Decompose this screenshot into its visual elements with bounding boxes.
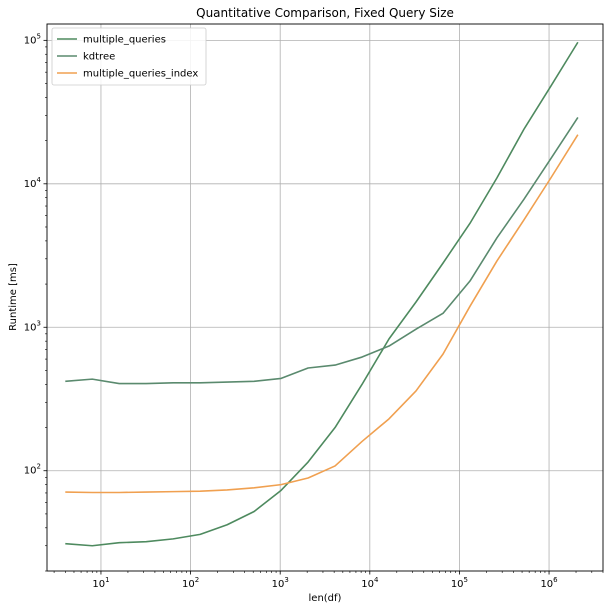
series-line-multiple-queries-index: [65, 134, 579, 494]
x-tick-label: 104: [361, 576, 379, 590]
series-line-kdtree: [65, 117, 579, 385]
series-line-multiple-queries: [65, 41, 579, 547]
y-tick-label: 103: [24, 319, 41, 333]
y-tick-label: 104: [24, 176, 42, 190]
x-tick-label: 102: [182, 576, 199, 590]
x-tick-label: 103: [272, 576, 289, 590]
series-lines: [65, 41, 579, 547]
legend-box: [51, 27, 207, 86]
grid-lines: [47, 24, 603, 571]
y-tick-label: 102: [24, 463, 41, 477]
x-tick-label: 105: [451, 576, 468, 590]
legend-label: multiple_queries_index: [83, 69, 198, 80]
chart-title: Quantitative Comparison, Fixed Query Siz…: [196, 6, 454, 20]
legend-label: multiple_queries: [83, 35, 166, 46]
axis-ticks: 101 102 103 104 105 106 102 103 104 105: [24, 32, 604, 590]
y-axis-label: Runtime [ms]: [8, 263, 19, 331]
plot-frame: [46, 23, 604, 572]
y-tick-label: 105: [24, 32, 41, 46]
x-tick-label: 106: [540, 576, 558, 590]
x-axis-label: len(df): [309, 593, 342, 604]
x-tick-label: 101: [92, 576, 109, 590]
legend-label: kdtree: [83, 52, 115, 63]
